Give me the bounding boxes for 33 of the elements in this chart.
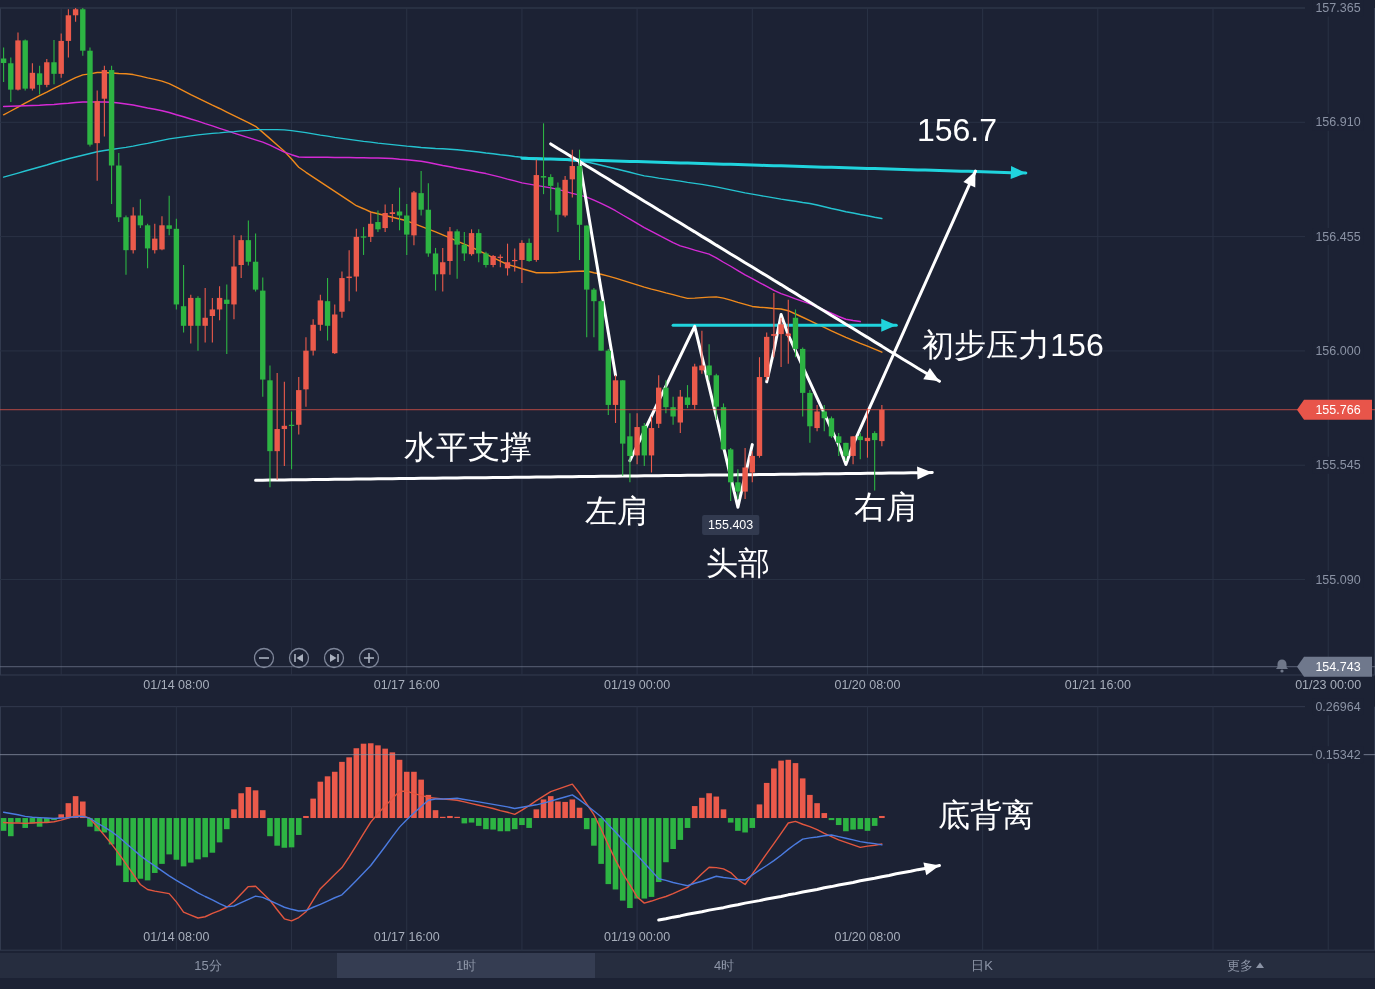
y-tick-label: 156.455 xyxy=(1315,229,1361,244)
y-tick-label: 155.090 xyxy=(1315,572,1361,587)
x-tick-label: 01/17 16:00 xyxy=(373,930,440,944)
annotation: 左肩 xyxy=(585,493,649,529)
x-tick-label: 01/19 00:00 xyxy=(604,930,671,944)
annotation: 水平支撑 xyxy=(404,429,532,465)
text: 155.403 xyxy=(708,517,754,532)
ref-line-label: 155.766 xyxy=(1315,402,1361,417)
y-tick-label: 156.910 xyxy=(1315,115,1361,130)
x-tick-label: 01/23 00:00 xyxy=(1295,678,1362,692)
x-tick-label: 01/20 08:00 xyxy=(834,930,901,944)
annotation: 右肩 xyxy=(854,489,918,525)
y-tick-label: 0.15342 xyxy=(1315,747,1361,762)
text: 更多 xyxy=(1227,958,1253,973)
annotation: 156.7 xyxy=(916,112,998,148)
annotation: 初步压力156 xyxy=(922,327,1104,363)
x-tick-label: 01/20 08:00 xyxy=(834,678,901,692)
text: 15分 xyxy=(194,958,222,973)
y-tick-label: 157.365 xyxy=(1315,1,1361,15)
y-tick-label: 156.000 xyxy=(1315,343,1361,358)
x-tick-label: 01/21 16:00 xyxy=(1064,678,1131,692)
x-tick-label: 01/17 16:00 xyxy=(373,678,440,692)
text: 4时 xyxy=(713,958,735,973)
text: 1时 xyxy=(455,958,477,973)
x-tick-label: 01/19 00:00 xyxy=(604,678,671,692)
annotation: 头部 xyxy=(706,545,770,581)
y-tick-label: 155.545 xyxy=(1315,458,1361,473)
ref-line-label: 154.743 xyxy=(1315,659,1361,674)
x-tick-label: 01/14 08:00 xyxy=(143,930,210,944)
annotation: 底背离 xyxy=(938,797,1034,833)
y-tick-label: 0.26964 xyxy=(1315,699,1361,714)
x-tick-label: 01/14 08:00 xyxy=(143,678,210,692)
text: 日K xyxy=(971,958,994,973)
